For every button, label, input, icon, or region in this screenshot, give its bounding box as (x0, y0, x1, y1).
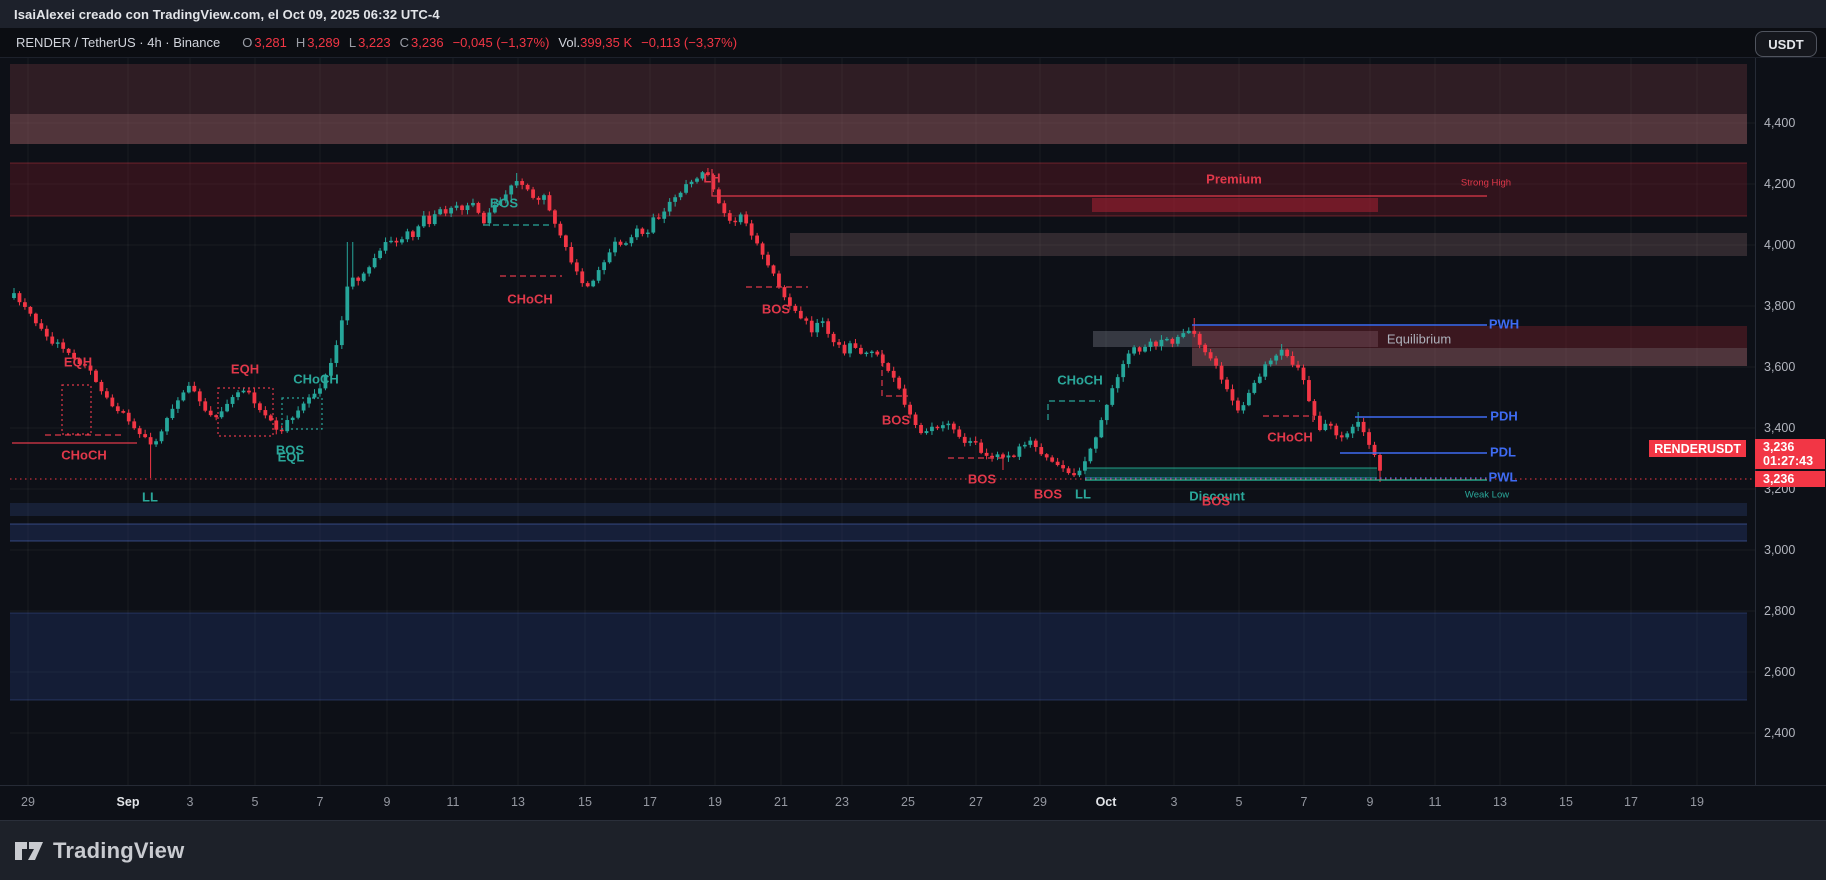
price-tick-2600: 2,600 (1764, 665, 1796, 679)
time-tick-7: 7 (316, 795, 324, 809)
volume-change: −0,113 (−3,37%) (641, 35, 738, 50)
line-strong-high-line (711, 169, 1487, 197)
time-tick-oct: Oct (1095, 795, 1117, 809)
bar-countdown: 01:27:43 (1763, 454, 1814, 468)
time-tick-3: 3 (186, 795, 194, 809)
price-tick-2400: 2,400 (1764, 726, 1796, 740)
time-tick-3: 3 (1170, 795, 1178, 809)
time-tick-15: 15 (1559, 795, 1573, 809)
time-tick-11: 11 (446, 795, 460, 809)
ohlc-high: H 3,289 (295, 35, 340, 50)
zones (10, 64, 1747, 701)
zone-navy-zone-big (10, 613, 1747, 700)
line-choch-dash-oct1 (1047, 400, 1100, 420)
price-line-tag: 3,236 (1755, 471, 1825, 487)
symbol-legend-bar[interactable]: RENDER / TetherUS · 4h · Binance O 3,281 … (0, 28, 1826, 58)
time-tick-sep: Sep (116, 795, 140, 809)
time-tick-25: 25 (901, 795, 915, 809)
last-price-tag: 3,236 01:27:43 (1755, 439, 1825, 469)
zone-premium-band (10, 163, 1747, 216)
time-tick-9: 9 (1366, 795, 1374, 809)
zone-upper-band-light (10, 114, 1747, 144)
smc-structures (10, 169, 1755, 481)
zone-band-4000 (790, 233, 1747, 256)
time-tick-11: 11 (1428, 795, 1442, 809)
candlesticks (12, 168, 1382, 482)
dashed-rect-eqh-box-1 (61, 384, 92, 435)
ohlc-open: O 3,281 (242, 35, 287, 50)
price-tick-4400: 4,400 (1764, 116, 1796, 130)
zone-navy-band-2 (10, 524, 1747, 541)
time-tick-17: 17 (643, 795, 657, 809)
time-tick-5: 5 (251, 795, 259, 809)
zone-band-3630 (1192, 348, 1747, 366)
attribution-bar: IsaiAlexei creado con TradingView.com, e… (0, 0, 1826, 28)
time-axis[interactable]: 29 Sep 3 5 7 9 11 13 15 17 19 21 23 25 27 29 Oct 3 5 7 9 11 13… (0, 785, 1826, 820)
time-tick-13: 13 (511, 795, 525, 809)
grid (10, 58, 1755, 785)
time-tick-13: 13 (1493, 795, 1507, 809)
price-tick-3400: 3,400 (1764, 421, 1796, 435)
line-bos-dash-sep24 (881, 350, 908, 397)
price-axis[interactable]: 4,400 4,200 4,000 3,800 3,600 3,400 3,200 3,000… (1755, 58, 1826, 785)
tradingview-logo[interactable]: TradingView (14, 838, 184, 864)
dashed-rect-eql-box (281, 397, 323, 430)
time-tick-5: 5 (1235, 795, 1243, 809)
zone-equilibrium-box (1093, 331, 1378, 347)
last-price-value: 3,236 (1763, 440, 1795, 454)
time-tick-15: 15 (578, 795, 592, 809)
zone-demand-box (1085, 468, 1377, 478)
symbol-price-tag: RENDERUSDT (1649, 440, 1746, 457)
time-tick-27: 27 (969, 795, 983, 809)
time-tick-21: 21 (774, 795, 788, 809)
time-tick-29: 29 (1033, 795, 1047, 809)
time-tick-23: 23 (835, 795, 849, 809)
tradingview-wordmark: TradingView (53, 837, 185, 863)
price-tick-4000: 4,000 (1764, 238, 1796, 252)
zone-band-3700 (1192, 326, 1747, 348)
time-tick-17: 17 (1624, 795, 1638, 809)
time-tick-29: 29 (21, 795, 35, 809)
price-tick-4200: 4,200 (1764, 177, 1796, 191)
dashed-rect-eqh-box-2 (217, 387, 274, 437)
attribution-text: IsaiAlexei creado con TradingView.com, e… (14, 6, 440, 22)
ohlc-low: L 3,223 (348, 35, 391, 50)
time-tick-19: 19 (708, 795, 722, 809)
time-tick-7: 7 (1300, 795, 1308, 809)
zone-navy-band-1 (10, 503, 1747, 516)
volume: Vol.399,35 K (558, 35, 633, 50)
change-value: −0,045 (−1,37%) (452, 35, 550, 50)
line-choch-dash-oct7 (1263, 415, 1314, 426)
symbol-title[interactable]: RENDER / TetherUS · 4h · Binance (16, 35, 221, 50)
currency-toggle-button[interactable]: USDT (1755, 31, 1817, 57)
footer-bar: TradingView (0, 820, 1826, 880)
time-tick-19: 19 (1690, 795, 1704, 809)
zone-supply-box (1092, 198, 1378, 212)
price-tick-3600: 3,600 (1764, 360, 1796, 374)
price-tick-2800: 2,800 (1764, 604, 1796, 618)
ohlc-close: C 3,236 (399, 35, 444, 50)
zone-upper-band-dark (10, 64, 1747, 114)
price-tick-3000: 3,000 (1764, 543, 1796, 557)
time-tick-9: 9 (383, 795, 391, 809)
price-tick-3800: 3,800 (1764, 299, 1796, 313)
tradingview-logo-icon (15, 841, 43, 860)
